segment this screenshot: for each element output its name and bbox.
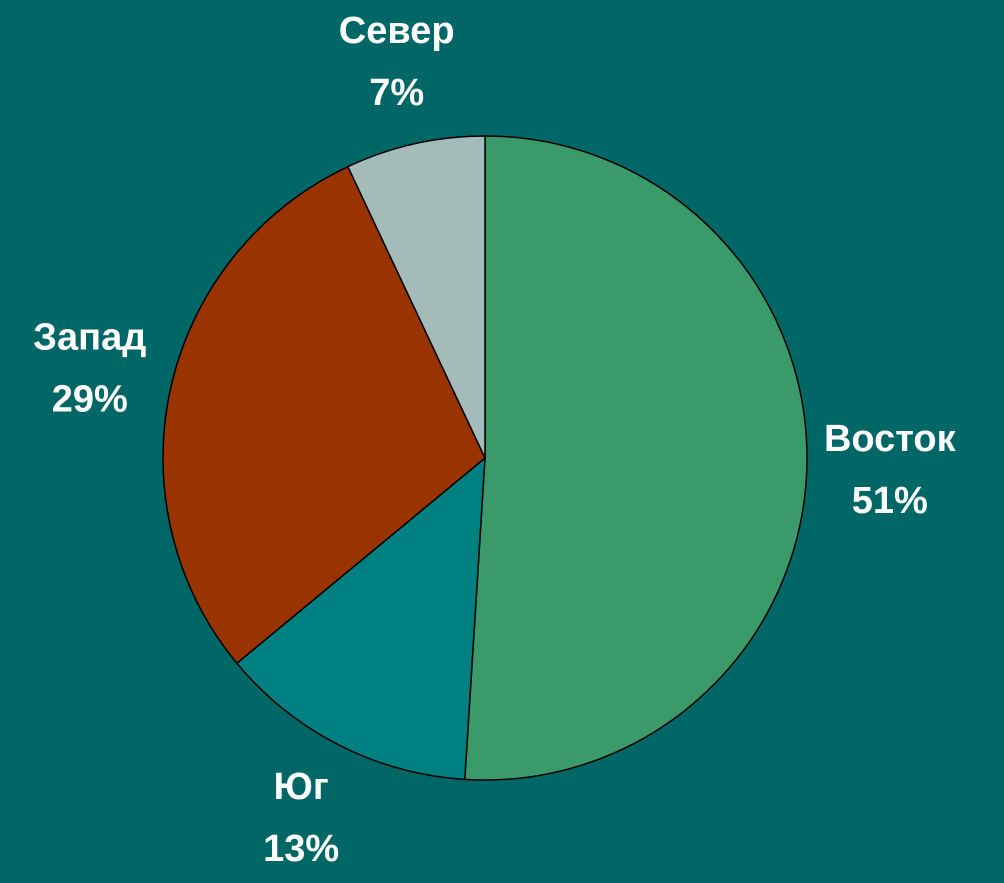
slice-value-label: 7% bbox=[369, 72, 424, 114]
slice-value-label: 51% bbox=[852, 480, 928, 522]
pie-slice bbox=[235, 456, 486, 781]
slice-label: Запад bbox=[33, 317, 146, 359]
pie-slice bbox=[463, 135, 808, 781]
slice-label: Юг bbox=[274, 766, 329, 808]
pie-slice bbox=[346, 135, 486, 459]
slice-value-label: 29% bbox=[52, 379, 128, 421]
slice-value-label: 13% bbox=[263, 828, 339, 870]
pie-slice bbox=[162, 165, 486, 665]
slice-label: Север bbox=[339, 10, 455, 52]
slice-label: Восток bbox=[824, 418, 957, 460]
